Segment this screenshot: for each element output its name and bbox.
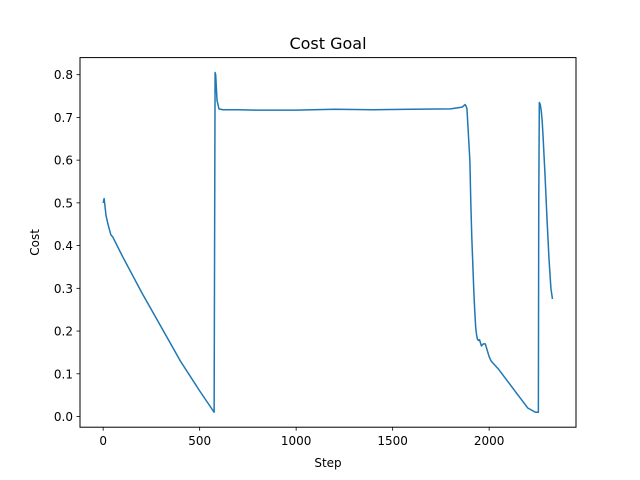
series-line-0 bbox=[102, 71, 554, 413]
x-tick-label: 1500 bbox=[377, 434, 408, 448]
y-tick-label: 0.4 bbox=[54, 239, 73, 253]
y-tick-label: 0.5 bbox=[54, 196, 73, 210]
x-tick-label: 0 bbox=[99, 434, 107, 448]
y-tick-label: 0.7 bbox=[54, 111, 73, 125]
chart-title: Cost Goal bbox=[289, 34, 366, 53]
x-tick-label: 2000 bbox=[474, 434, 505, 448]
y-tick-label: 0.3 bbox=[54, 282, 73, 296]
y-tick-label: 0.0 bbox=[54, 410, 73, 424]
x-axis-title: Step bbox=[314, 456, 341, 470]
plot-frame bbox=[79, 57, 577, 428]
y-tick-label: 0.1 bbox=[54, 367, 73, 381]
y-tick-label: 0.2 bbox=[54, 325, 73, 339]
x-tick-label: 1000 bbox=[281, 434, 312, 448]
x-tick-label: 500 bbox=[188, 434, 211, 448]
y-tick-label: 0.8 bbox=[54, 68, 73, 82]
y-tick-label: 0.6 bbox=[54, 154, 73, 168]
y-axis-title: Cost bbox=[28, 229, 42, 256]
